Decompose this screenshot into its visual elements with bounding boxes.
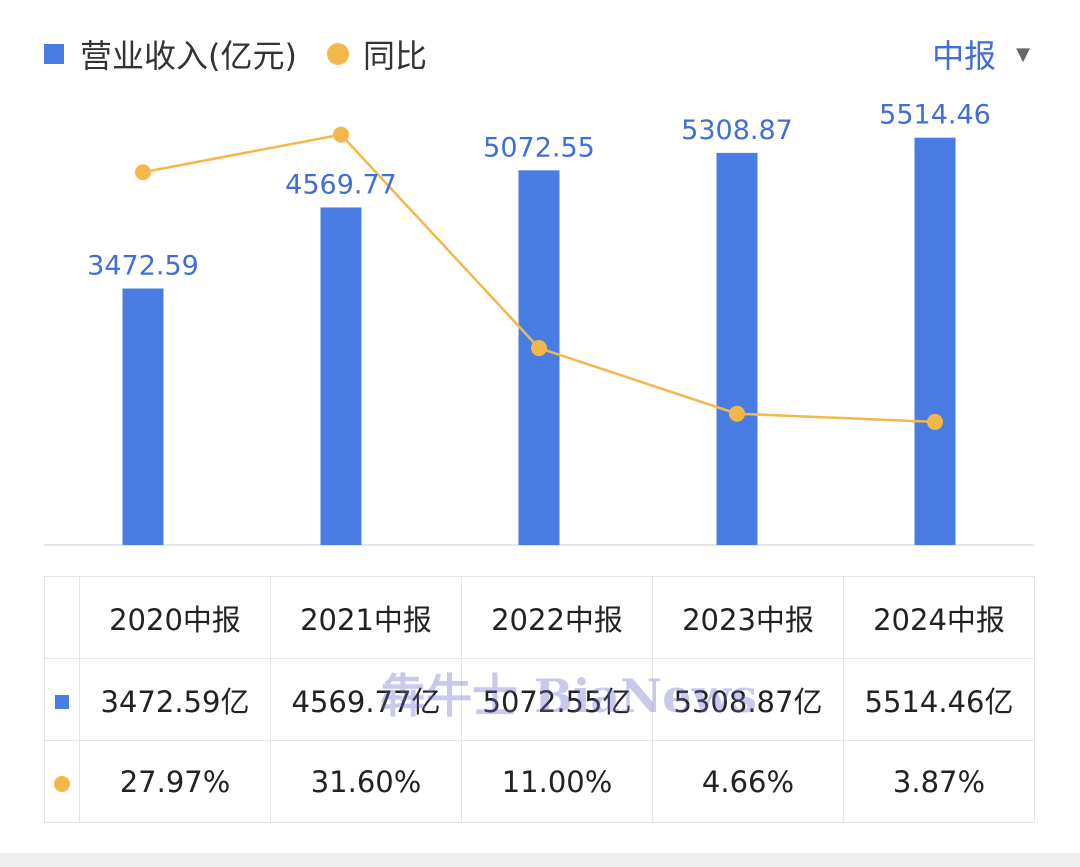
legend-yoy-label: 同比 bbox=[362, 37, 427, 75]
revenue-chart: 3472.59 4569.77 5072.55 5308.87 5514.46 bbox=[44, 100, 1034, 546]
table-cell-yoy: 4.66% bbox=[652, 740, 844, 823]
table-cell-revenue: 5308.87亿 bbox=[652, 658, 844, 741]
table-cell-revenue: 4569.77亿 bbox=[270, 658, 462, 741]
data-table: 2020中报 2021中报 2022中报 2023中报 2024中报 3472.… bbox=[44, 576, 1035, 823]
yoy-point bbox=[927, 413, 943, 430]
table-cell-revenue: 5072.55亿 bbox=[461, 658, 653, 741]
chart-legend: 营业收入(亿元) 同比 bbox=[44, 28, 427, 80]
yoy-dot-icon bbox=[54, 775, 70, 792]
table-header-cell: 2021中报 bbox=[270, 576, 462, 659]
bar-value-label: 5072.55 bbox=[483, 132, 595, 163]
revenue-bar bbox=[914, 137, 956, 545]
table-header-cell: 2024中报 bbox=[843, 576, 1035, 659]
yoy-point bbox=[135, 164, 151, 181]
table-cell-revenue: 5514.46亿 bbox=[843, 658, 1035, 741]
table-header-cell: 2023中报 bbox=[652, 576, 844, 659]
revenue-bar bbox=[716, 152, 758, 545]
table-header-cell: 2022中报 bbox=[461, 576, 653, 659]
yoy-point bbox=[333, 126, 349, 143]
revenue-row-marker-cell bbox=[44, 658, 80, 741]
period-selector[interactable]: 中报 ▼ bbox=[932, 28, 1030, 80]
table-cell-yoy: 3.87% bbox=[843, 740, 1035, 823]
table-corner-cell bbox=[44, 576, 80, 659]
period-selector-label: 中报 bbox=[932, 37, 997, 75]
table-header-cell: 2020中报 bbox=[79, 576, 271, 659]
revenue-bar bbox=[320, 207, 362, 545]
bar-value-label: 5514.46 bbox=[879, 100, 991, 131]
bottom-band bbox=[0, 853, 1080, 867]
table-cell-yoy: 31.60% bbox=[270, 740, 462, 823]
table-cell-yoy: 27.97% bbox=[79, 740, 271, 823]
yoy-point bbox=[729, 405, 745, 422]
table-row-yoy: 27.97% 31.60% 11.00% 4.66% 3.87% bbox=[44, 740, 1035, 823]
revenue-square-icon bbox=[55, 694, 69, 709]
bar-value-label: 3472.59 bbox=[87, 251, 199, 282]
bar-value-label: 4569.77 bbox=[285, 169, 397, 200]
revenue-bar bbox=[518, 170, 560, 546]
dropdown-caret-icon: ▼ bbox=[1016, 43, 1030, 65]
legend-revenue-label: 营业收入(亿元) bbox=[80, 37, 297, 75]
table-row-revenue: 3472.59亿 4569.77亿 5072.55亿 5308.87亿 5514… bbox=[44, 658, 1035, 741]
yoy-point bbox=[531, 340, 547, 357]
table-header-row: 2020中报 2021中报 2022中报 2023中报 2024中报 bbox=[44, 576, 1035, 659]
table-cell-yoy: 11.00% bbox=[461, 740, 653, 823]
legend-revenue-marker bbox=[44, 44, 64, 64]
revenue-bar bbox=[122, 288, 164, 545]
yoy-row-marker-cell bbox=[44, 740, 80, 823]
bar-value-label: 5308.87 bbox=[681, 115, 793, 146]
table-cell-revenue: 3472.59亿 bbox=[79, 658, 271, 741]
legend-yoy-marker bbox=[326, 43, 349, 65]
